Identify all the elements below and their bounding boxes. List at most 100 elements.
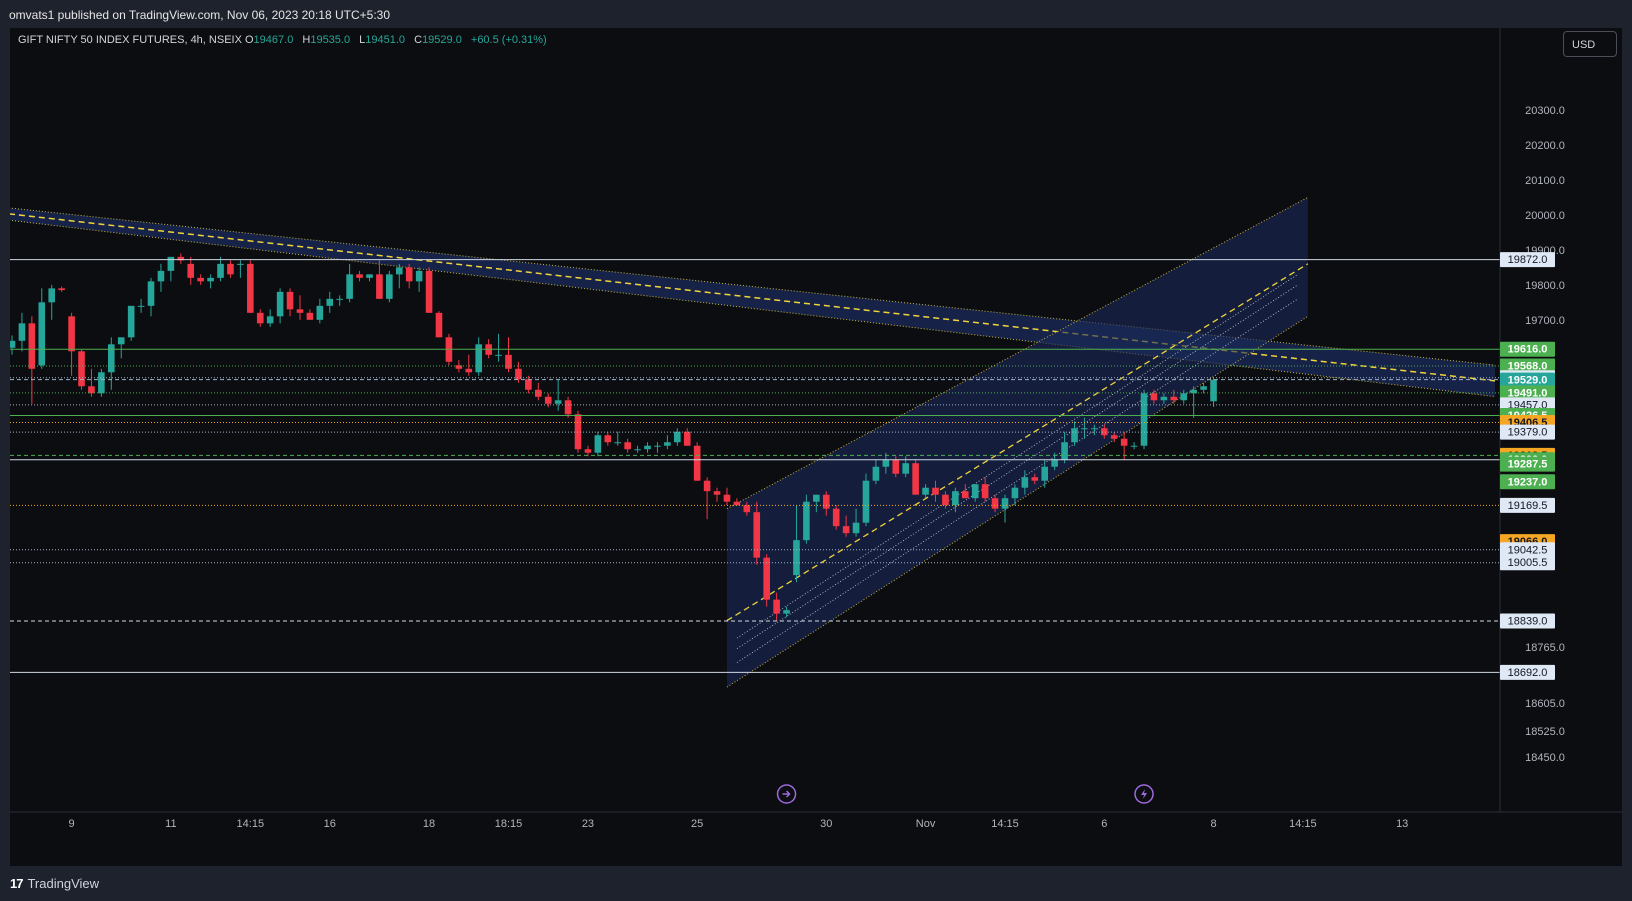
candle-body [525,379,532,390]
candle [594,431,602,457]
symbol-name[interactable]: GIFT NIFTY 50 INDEX FUTURES, 4h, NSEIX [18,34,242,46]
candle [932,480,939,502]
open-value: 19467.0 [253,34,294,46]
candle [88,368,95,397]
candle-body [1101,428,1108,436]
y-tick-label: 18765.0 [1525,642,1565,654]
candle-body [634,449,641,451]
descending-band-upper [10,207,1495,366]
price-tag: 19169.5 [1500,497,1555,513]
candle-body [723,494,731,502]
candle-body [495,354,502,356]
candle [693,442,701,481]
candle-body [475,344,483,373]
candle [485,339,492,359]
price-tag-label: 19616.0 [1508,344,1548,356]
candle [465,354,473,376]
candle [28,316,36,404]
candle-body [872,466,880,481]
price-tag-label: 19872.0 [1508,254,1548,266]
price-tag-bg [1500,341,1555,357]
candle-body [207,277,214,282]
candle [117,337,125,359]
price-tag-bg [1500,613,1555,629]
candle-body [58,288,65,291]
x-tick-label: 9 [69,818,75,830]
candle-body [813,494,820,502]
candle [713,487,721,502]
price-tag-label: 19529.0 [1508,375,1548,387]
candle-body [187,263,195,278]
candle-body [852,522,860,534]
x-tick-label: 23 [582,818,594,830]
candle-body [386,274,393,299]
candle-body [425,270,433,313]
candle [1130,442,1138,450]
candle-body [147,281,155,306]
tradingview-logo[interactable]: 17 TradingView [10,876,99,891]
candle-body [1071,428,1078,443]
high-label: H [302,34,311,46]
candle-body [991,498,999,509]
price-tag: 18839.0 [1500,613,1555,629]
chart-canvas[interactable]: 20300.020200.020100.020000.019900.019800… [10,28,1622,866]
candle-body [743,505,751,513]
candle-body [1190,389,1197,394]
price-tag-label: 18692.0 [1508,667,1548,679]
candle [346,263,353,303]
candle [971,484,979,502]
candle [574,410,582,453]
price-tag-label: 19287.5 [1508,459,1548,471]
y-tick-label: 19800.0 [1525,280,1565,292]
candle-body [98,372,105,394]
price-tag-bg [1500,497,1555,513]
rising-channel-upper [726,196,1309,510]
candle-body [674,431,681,443]
candle [98,368,105,397]
candle [991,494,999,513]
candle [942,491,949,509]
candle [1190,386,1197,418]
candle [1041,459,1049,488]
candle [207,274,214,289]
candle-body [366,274,373,278]
candle [10,335,16,355]
y-tick-label: 20000.0 [1525,210,1565,222]
candle-body [971,484,979,499]
candle-body [624,442,631,450]
candle [584,445,592,457]
candle-body [1001,498,1009,509]
currency-button[interactable]: USD [1563,31,1617,57]
y-tick-label: 20100.0 [1525,175,1565,187]
y-tick-label: 19700.0 [1525,315,1565,327]
price-tag-bg [1500,664,1555,680]
candle-body [902,463,909,474]
candle [1170,389,1178,404]
candle-body [177,256,185,261]
candle-body [882,459,890,467]
y-tick-label: 18525.0 [1525,726,1565,738]
x-tick-label: 14:15 [991,818,1019,830]
chart-frame[interactable] [10,28,1622,866]
candle-body [316,305,324,320]
price-tag: 19005.5 [1500,555,1555,571]
candle [326,291,334,313]
x-tick-label: 14:15 [237,818,265,830]
candle [952,487,959,513]
price-tag: 19042.5 [1500,542,1555,558]
candle-body [544,396,552,404]
candle [872,459,880,485]
candle [832,505,840,530]
x-tick-label: 18:15 [495,818,523,830]
candle-body [68,316,75,352]
x-tick-label: 8 [1210,818,1216,830]
candle [1031,473,1039,485]
candle [316,298,324,324]
change-value: +60.5 (+0.31%) [470,34,547,46]
candle [1101,424,1108,439]
candle [256,309,264,327]
candle-body [515,368,522,380]
candle-body [197,277,204,282]
candle [803,494,810,544]
candle-body [306,312,314,320]
